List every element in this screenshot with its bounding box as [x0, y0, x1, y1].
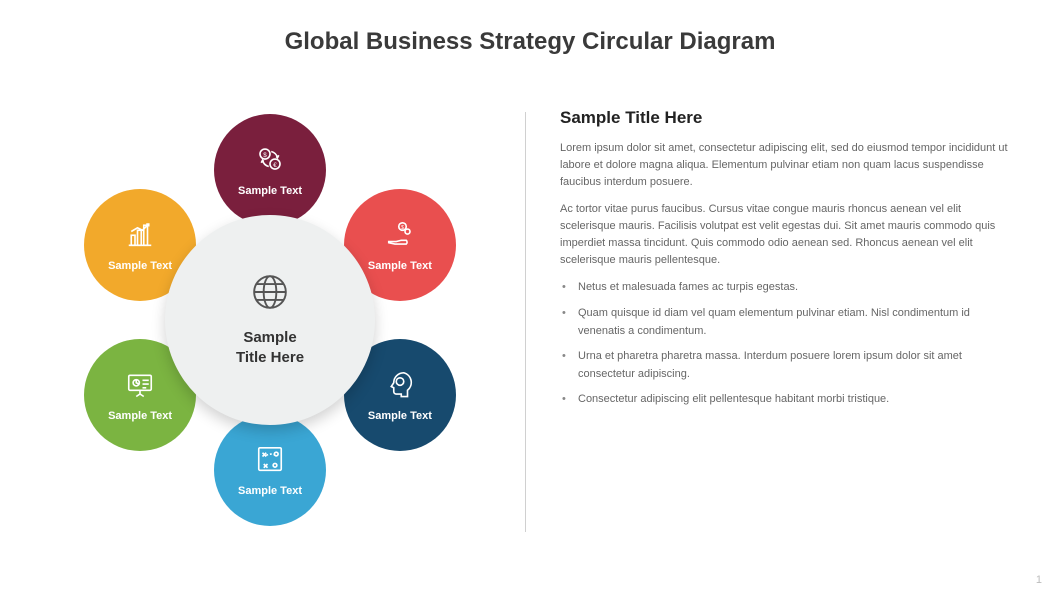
slide: Global Business Strategy Circular Diagra…	[0, 0, 1060, 596]
vertical-divider	[525, 112, 526, 532]
content-bullet: Netus et malesuada fames ac turpis egest…	[560, 279, 1015, 297]
center-circle: SampleTitle Here	[165, 215, 375, 425]
globe-icon	[251, 273, 289, 316]
content-bullet: Urna et pharetra pharetra massa. Interdu…	[560, 348, 1015, 383]
content-bullet: Quam quisque id diam vel quam elementum …	[560, 305, 1015, 340]
slide-title: Global Business Strategy Circular Diagra…	[0, 28, 1060, 56]
content-paragraph: Ac tortor vitae purus faucibus. Cursus v…	[560, 201, 1015, 269]
content-bullet: Consectetur adipiscing elit pellentesque…	[560, 391, 1015, 409]
page-number: 1	[1036, 574, 1042, 586]
content-bullet-list: Netus et malesuada fames ac turpis egest…	[560, 279, 1015, 409]
center-label: SampleTitle Here	[236, 328, 304, 367]
content-panel: Sample Title Here Lorem ipsum dolor sit …	[560, 108, 1015, 417]
content-paragraph: Lorem ipsum dolor sit amet, consectetur …	[560, 140, 1015, 191]
content-title: Sample Title Here	[560, 108, 1015, 128]
circular-diagram: SampleTitle Here $€Sample Text$Sample Te…	[60, 100, 480, 540]
